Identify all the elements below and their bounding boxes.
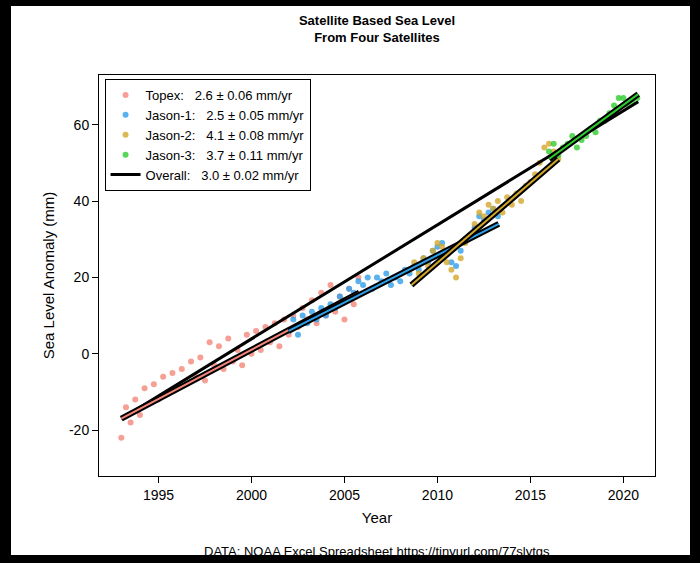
svg-text:2020: 2020 (608, 487, 639, 503)
svg-text:Overall: 3.0 ± 0.02 mm/yr: Overall: 3.0 ± 0.02 mm/yr (146, 168, 300, 183)
svg-text:Sea Level Anomaly (mm): Sea Level Anomaly (mm) (40, 192, 57, 360)
svg-text:DATA: NOAA Excel Spreadsheet h: DATA: NOAA Excel Spreadsheet https://tin… (204, 544, 550, 555)
svg-text:Jason-3: 3.7 ± 0.11 mm/yr: Jason-3: 3.7 ± 0.11 mm/yr (146, 148, 304, 163)
svg-text:2000: 2000 (236, 487, 267, 503)
svg-text:20: 20 (74, 269, 90, 285)
svg-text:60: 60 (74, 117, 90, 133)
svg-text:-20: -20 (69, 422, 89, 438)
svg-text:Year: Year (362, 509, 392, 526)
svg-text:Topex: 2.6 ± 0.06 mm/yr: Topex: 2.6 ± 0.06 mm/yr (146, 88, 293, 103)
svg-text:1995: 1995 (143, 487, 174, 503)
svg-text:2010: 2010 (422, 487, 453, 503)
svg-text:Satellite Based Sea LevelFrom: Satellite Based Sea LevelFrom Four Satel… (299, 13, 455, 45)
svg-text:Jason-1: 2.5 ± 0.05 mm/yr: Jason-1: 2.5 ± 0.05 mm/yr (146, 108, 305, 123)
svg-text:Jason-2: 4.1 ± 0.08 mm/yr: Jason-2: 4.1 ± 0.08 mm/yr (146, 128, 305, 143)
svg-text:2005: 2005 (329, 487, 360, 503)
svg-text:2015: 2015 (515, 487, 546, 503)
svg-text:0: 0 (81, 346, 89, 362)
svg-text:40: 40 (74, 193, 90, 209)
